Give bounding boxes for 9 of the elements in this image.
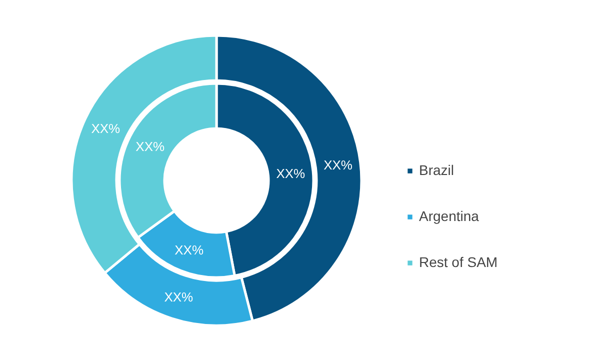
data-label: XX% bbox=[276, 166, 306, 181]
data-label: XX% bbox=[164, 290, 194, 305]
data-label: XX% bbox=[324, 158, 353, 173]
legend-label: Argentina bbox=[419, 208, 479, 224]
legend-label: Brazil bbox=[419, 162, 454, 178]
legend-label: Rest of SAM bbox=[419, 254, 498, 270]
data-label: XX% bbox=[91, 120, 121, 136]
data-label: XX% bbox=[174, 242, 204, 258]
data-label: XX% bbox=[136, 139, 166, 154]
